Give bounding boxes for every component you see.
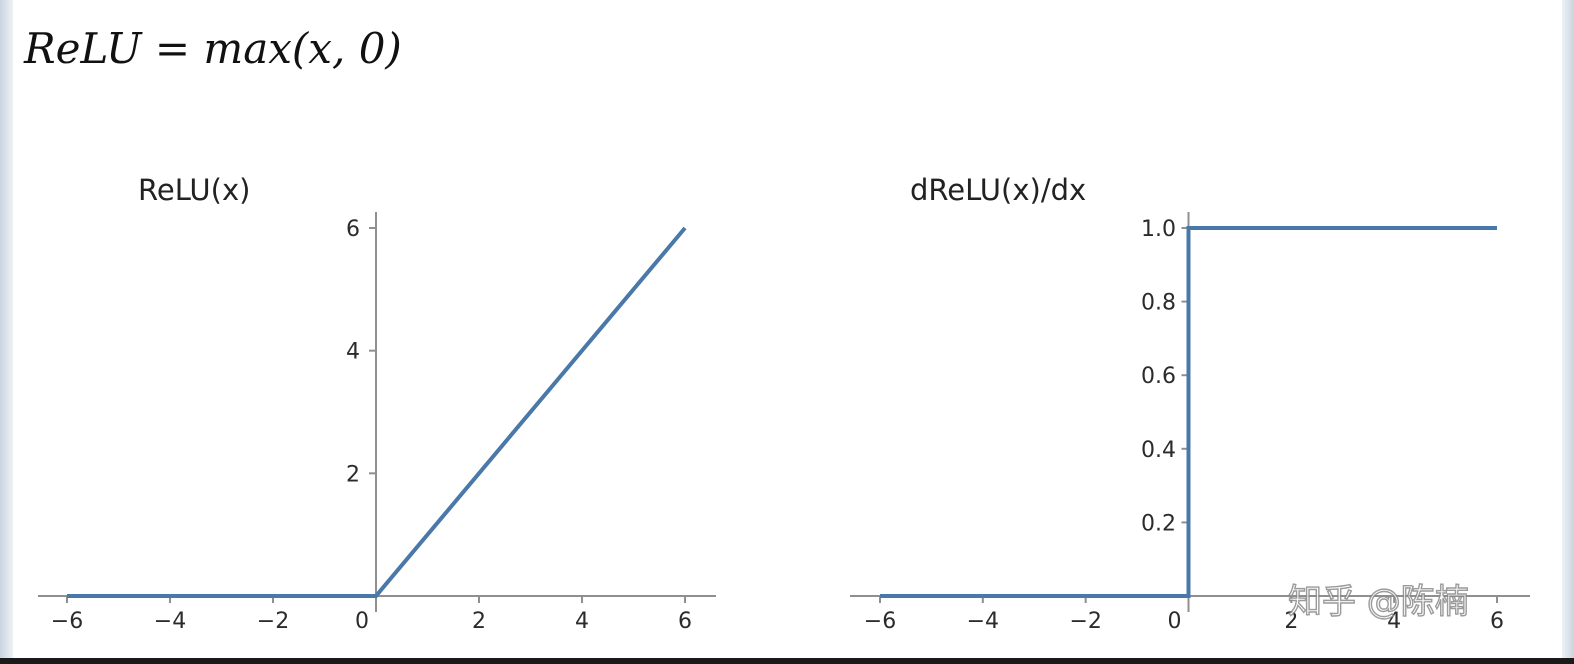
chart1-x-tick-label: −6 [51, 609, 83, 634]
chart1-x-tick-label: 2 [472, 609, 486, 634]
left-border [0, 0, 13, 664]
chart2-x-tick-label: 0 [1168, 609, 1182, 634]
bottom-border [0, 658, 1574, 664]
chart2-x-tick-label: −4 [967, 609, 999, 634]
right-border [1562, 0, 1574, 664]
chart2-x-tick-label: 4 [1387, 609, 1401, 634]
chart1-x-tick-label: −2 [257, 609, 289, 634]
chart1-x-tick-label: 0 [355, 609, 369, 634]
chart2-y-tick-label: 1.0 [1141, 217, 1176, 242]
chart2-series-line [880, 226, 1497, 598]
watermark: 知乎 @陈楠 [1287, 581, 1469, 622]
chart2-y-tick-label: 0.8 [1141, 291, 1176, 316]
chart2-y-tick-label: 0.6 [1141, 364, 1176, 389]
relu-formula: ReLU = max(x, 0) [24, 24, 402, 73]
chart2-x-tick-label: 2 [1284, 609, 1298, 634]
chart1-x-tick-label: 4 [575, 609, 589, 634]
chart2-y-tick-label: 0.4 [1141, 438, 1176, 463]
chart1-series-line [67, 226, 687, 598]
chart2-title: dReLU(x)/dx [910, 173, 1086, 207]
chart2-x-tick-label: −2 [1069, 609, 1101, 634]
chart1-y-tick-label: 6 [346, 217, 360, 242]
chart2-x-tick-label: −6 [864, 609, 896, 634]
chart2-y-tick-label: 0.2 [1141, 511, 1176, 536]
chart2-x-tick-label: 6 [1490, 609, 1504, 634]
chart1-x-tick-label: −4 [154, 609, 186, 634]
chart1-y-tick-label: 4 [346, 340, 360, 365]
chart1-y-tick-label: 2 [346, 462, 360, 487]
chart1-x-tick-label: 6 [678, 609, 692, 634]
chart1-title: ReLU(x) [138, 173, 250, 207]
